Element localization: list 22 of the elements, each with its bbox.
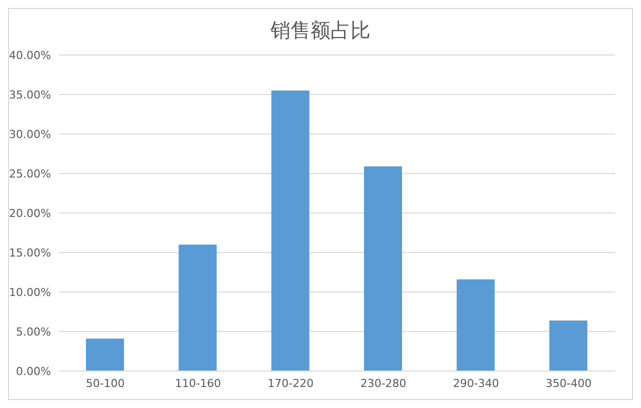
chart-title: 销售额占比 <box>270 17 372 44</box>
bar <box>456 279 495 371</box>
bar <box>86 338 124 371</box>
x-tick-label: 50-100 <box>86 376 125 390</box>
x-tick-label: 230-280 <box>360 376 406 390</box>
x-tick-label: 110-160 <box>175 376 221 390</box>
y-tick-label: 20.00% <box>9 206 51 220</box>
y-tick-label: 5.00% <box>16 325 51 338</box>
y-tick-label: 0.00% <box>16 364 51 378</box>
y-tick-label: 25.00% <box>9 167 51 180</box>
y-tick-label: 35.00% <box>9 88 51 102</box>
y-tick-label: 30.00% <box>9 128 51 141</box>
x-tick-label: 290-340 <box>453 376 499 390</box>
bar <box>271 90 310 371</box>
x-tick-label: 350-400 <box>546 376 592 390</box>
bar <box>364 166 402 371</box>
y-tick-label: 15.00% <box>9 246 51 260</box>
bar <box>178 244 217 371</box>
x-tick-label: 170-220 <box>268 376 314 390</box>
y-tick-label: 40.00% <box>9 48 51 62</box>
y-tick-label: 10.00% <box>9 286 51 299</box>
bar <box>549 320 588 371</box>
